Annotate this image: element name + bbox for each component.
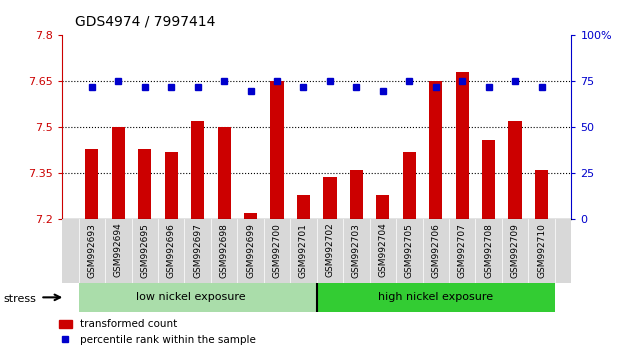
Text: high nickel exposure: high nickel exposure bbox=[378, 292, 493, 302]
Text: GDS4974 / 7997414: GDS4974 / 7997414 bbox=[75, 14, 215, 28]
Bar bbox=[191, 121, 204, 219]
Text: GSM992693: GSM992693 bbox=[88, 223, 96, 278]
Bar bbox=[535, 170, 548, 219]
Bar bbox=[165, 152, 178, 219]
Bar bbox=[350, 170, 363, 219]
Bar bbox=[217, 127, 231, 219]
Bar bbox=[85, 149, 99, 219]
Text: GSM992701: GSM992701 bbox=[299, 223, 308, 278]
Text: low nickel exposure: low nickel exposure bbox=[136, 292, 246, 302]
Text: GSM992708: GSM992708 bbox=[484, 223, 493, 278]
Bar bbox=[112, 127, 125, 219]
Text: GSM992706: GSM992706 bbox=[431, 223, 440, 278]
Text: GSM992698: GSM992698 bbox=[220, 223, 229, 278]
Bar bbox=[297, 195, 310, 219]
Text: GSM992710: GSM992710 bbox=[537, 223, 546, 278]
Bar bbox=[509, 121, 522, 219]
Text: GSM992703: GSM992703 bbox=[352, 223, 361, 278]
Bar bbox=[402, 152, 416, 219]
Bar bbox=[270, 81, 284, 219]
Text: GSM992705: GSM992705 bbox=[405, 223, 414, 278]
Text: GSM992702: GSM992702 bbox=[325, 223, 335, 278]
Text: stress: stress bbox=[3, 294, 36, 304]
Text: GSM992696: GSM992696 bbox=[166, 223, 176, 278]
Text: GSM992709: GSM992709 bbox=[510, 223, 520, 278]
Bar bbox=[376, 195, 389, 219]
Text: GSM992707: GSM992707 bbox=[458, 223, 467, 278]
Text: GSM992697: GSM992697 bbox=[193, 223, 202, 278]
Bar bbox=[244, 213, 257, 219]
Bar bbox=[456, 72, 469, 219]
Bar bbox=[317, 283, 555, 312]
Bar bbox=[482, 140, 496, 219]
Bar bbox=[429, 81, 442, 219]
Bar bbox=[138, 149, 152, 219]
Legend: transformed count, percentile rank within the sample: transformed count, percentile rank withi… bbox=[55, 315, 260, 349]
Text: GSM992700: GSM992700 bbox=[273, 223, 281, 278]
Text: GSM992699: GSM992699 bbox=[246, 223, 255, 278]
Bar bbox=[324, 177, 337, 219]
Bar bbox=[79, 283, 317, 312]
Text: GSM992695: GSM992695 bbox=[140, 223, 149, 278]
Text: GSM992694: GSM992694 bbox=[114, 223, 123, 278]
Text: GSM992704: GSM992704 bbox=[378, 223, 388, 278]
